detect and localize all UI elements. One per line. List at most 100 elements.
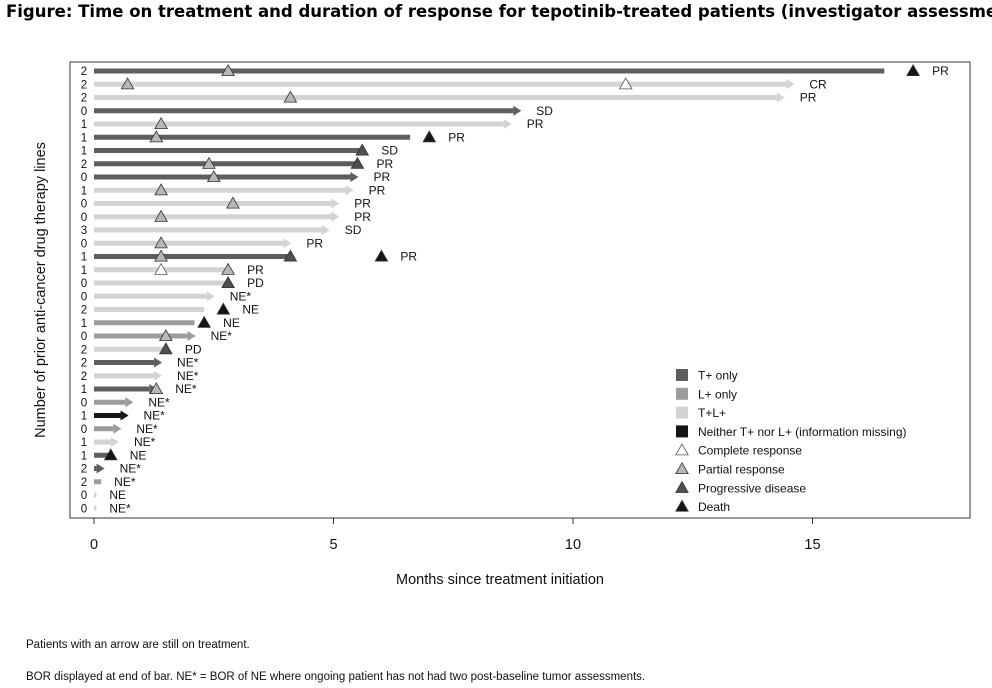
prior-lines-label: 0 xyxy=(81,424,87,436)
prior-lines-label: 0 xyxy=(81,291,87,303)
patient-bar xyxy=(94,161,358,167)
death-marker xyxy=(216,302,231,315)
partial-response-marker xyxy=(221,262,236,275)
death-marker xyxy=(906,63,920,77)
bor-label: SD xyxy=(381,144,398,158)
patient-bar xyxy=(94,386,150,392)
prior-lines-label: 1 xyxy=(81,119,87,131)
prior-lines-label: 0 xyxy=(81,397,87,409)
bor-label: NE* xyxy=(175,382,197,396)
prior-lines-label: 1 xyxy=(81,318,87,330)
partial-response-marker xyxy=(154,183,168,196)
patient-bar xyxy=(94,293,207,299)
patient-bar xyxy=(94,121,504,127)
prior-lines-label: 0 xyxy=(81,503,87,515)
ongoing-arrow xyxy=(331,198,340,209)
ongoing-arrow xyxy=(120,410,129,421)
patient-bar xyxy=(94,373,155,379)
patient-bar xyxy=(94,333,188,339)
patient-bar xyxy=(94,505,97,511)
complete-response-marker xyxy=(154,262,168,275)
partial-response-marker xyxy=(149,130,164,143)
ongoing-arrow xyxy=(187,331,196,341)
legend-label: L+ only xyxy=(698,387,737,401)
bor-label: PR xyxy=(354,210,371,224)
prior-lines-label: 2 xyxy=(81,66,87,78)
bor-label: PR xyxy=(376,157,393,171)
prior-lines-label: 2 xyxy=(81,344,87,356)
prior-lines-label: 2 xyxy=(81,464,87,476)
ongoing-arrow xyxy=(350,172,359,182)
prior-lines-label: 0 xyxy=(81,331,87,343)
patient-bar xyxy=(94,201,332,206)
x-tick-label: 0 xyxy=(90,537,98,553)
prior-lines-label: 2 xyxy=(81,371,87,383)
legend-label: Death xyxy=(698,500,730,514)
bor-label: PR xyxy=(448,130,465,144)
patient-bar xyxy=(94,479,102,485)
ongoing-arrow xyxy=(776,92,785,103)
prior-lines-label: 1 xyxy=(81,384,87,396)
bor-label: NE* xyxy=(109,501,131,515)
plot-frame xyxy=(69,61,971,519)
progressive-disease-marker xyxy=(355,143,370,156)
bor-label: CR xyxy=(809,77,827,91)
patient-bar xyxy=(94,360,155,365)
complete-response-marker xyxy=(618,77,633,90)
ongoing-arrow xyxy=(206,291,215,302)
prior-lines-label: 0 xyxy=(81,172,87,184)
patient-bar xyxy=(94,214,332,220)
bor-label: NE* xyxy=(144,409,166,423)
bor-label: PR xyxy=(354,197,371,211)
death-marker xyxy=(103,448,118,461)
death-marker xyxy=(374,249,389,262)
patient-bar xyxy=(94,81,787,87)
death-marker xyxy=(197,315,212,328)
prior-lines-label: 2 xyxy=(81,159,87,171)
patient-bar xyxy=(94,426,114,432)
prior-lines-label: 1 xyxy=(81,450,87,462)
patient-bar xyxy=(94,492,97,498)
prior-lines-label: 1 xyxy=(81,265,87,277)
prior-lines-label: 1 xyxy=(81,146,87,158)
prior-lines-label: 0 xyxy=(81,490,87,502)
x-tick-label: 5 xyxy=(329,537,337,553)
prior-lines-label: 1 xyxy=(81,252,87,264)
ongoing-arrow xyxy=(513,105,522,116)
legend-label: Neither T+ nor L+ (information missing) xyxy=(698,425,907,439)
legend-label: T+L+ xyxy=(698,406,726,420)
partial-response-marker xyxy=(221,63,236,77)
x-tick-label: 15 xyxy=(804,537,820,553)
partial-response-marker xyxy=(154,236,168,249)
prior-lines-label: 2 xyxy=(81,358,87,370)
patient-bar xyxy=(94,346,166,352)
bor-label: NE* xyxy=(177,369,199,383)
patient-bar xyxy=(94,413,121,418)
progressive-disease-marker xyxy=(350,156,365,169)
legend-label: Complete response xyxy=(698,444,802,458)
progressive-disease-marker xyxy=(283,249,298,262)
patient-bar xyxy=(94,280,229,286)
prior-lines-label: 0 xyxy=(81,212,87,224)
bor-label: NE* xyxy=(148,395,170,409)
patient-bar xyxy=(94,68,885,74)
prior-lines-label: 2 xyxy=(81,305,87,317)
footnote-arrow: Patients with an arrow are still on trea… xyxy=(26,639,250,651)
ongoing-arrow xyxy=(331,211,340,222)
partial-response-marker xyxy=(202,156,216,169)
bor-label: NE* xyxy=(114,475,136,489)
death-marker xyxy=(422,130,437,143)
bor-label: NE* xyxy=(211,329,233,343)
bor-label: NE xyxy=(109,488,126,502)
bor-label: NE* xyxy=(120,462,142,476)
legend-triangle xyxy=(675,480,689,493)
ongoing-arrow xyxy=(125,397,134,408)
legend-swatch xyxy=(676,369,688,381)
bor-label: NE* xyxy=(134,435,156,449)
ongoing-arrow xyxy=(113,423,122,434)
prior-lines-label: 2 xyxy=(81,93,87,105)
ongoing-arrow xyxy=(154,357,163,368)
partial-response-marker xyxy=(149,381,164,395)
legend-label: Progressive disease xyxy=(698,481,806,495)
prior-lines-label: 2 xyxy=(81,79,87,91)
